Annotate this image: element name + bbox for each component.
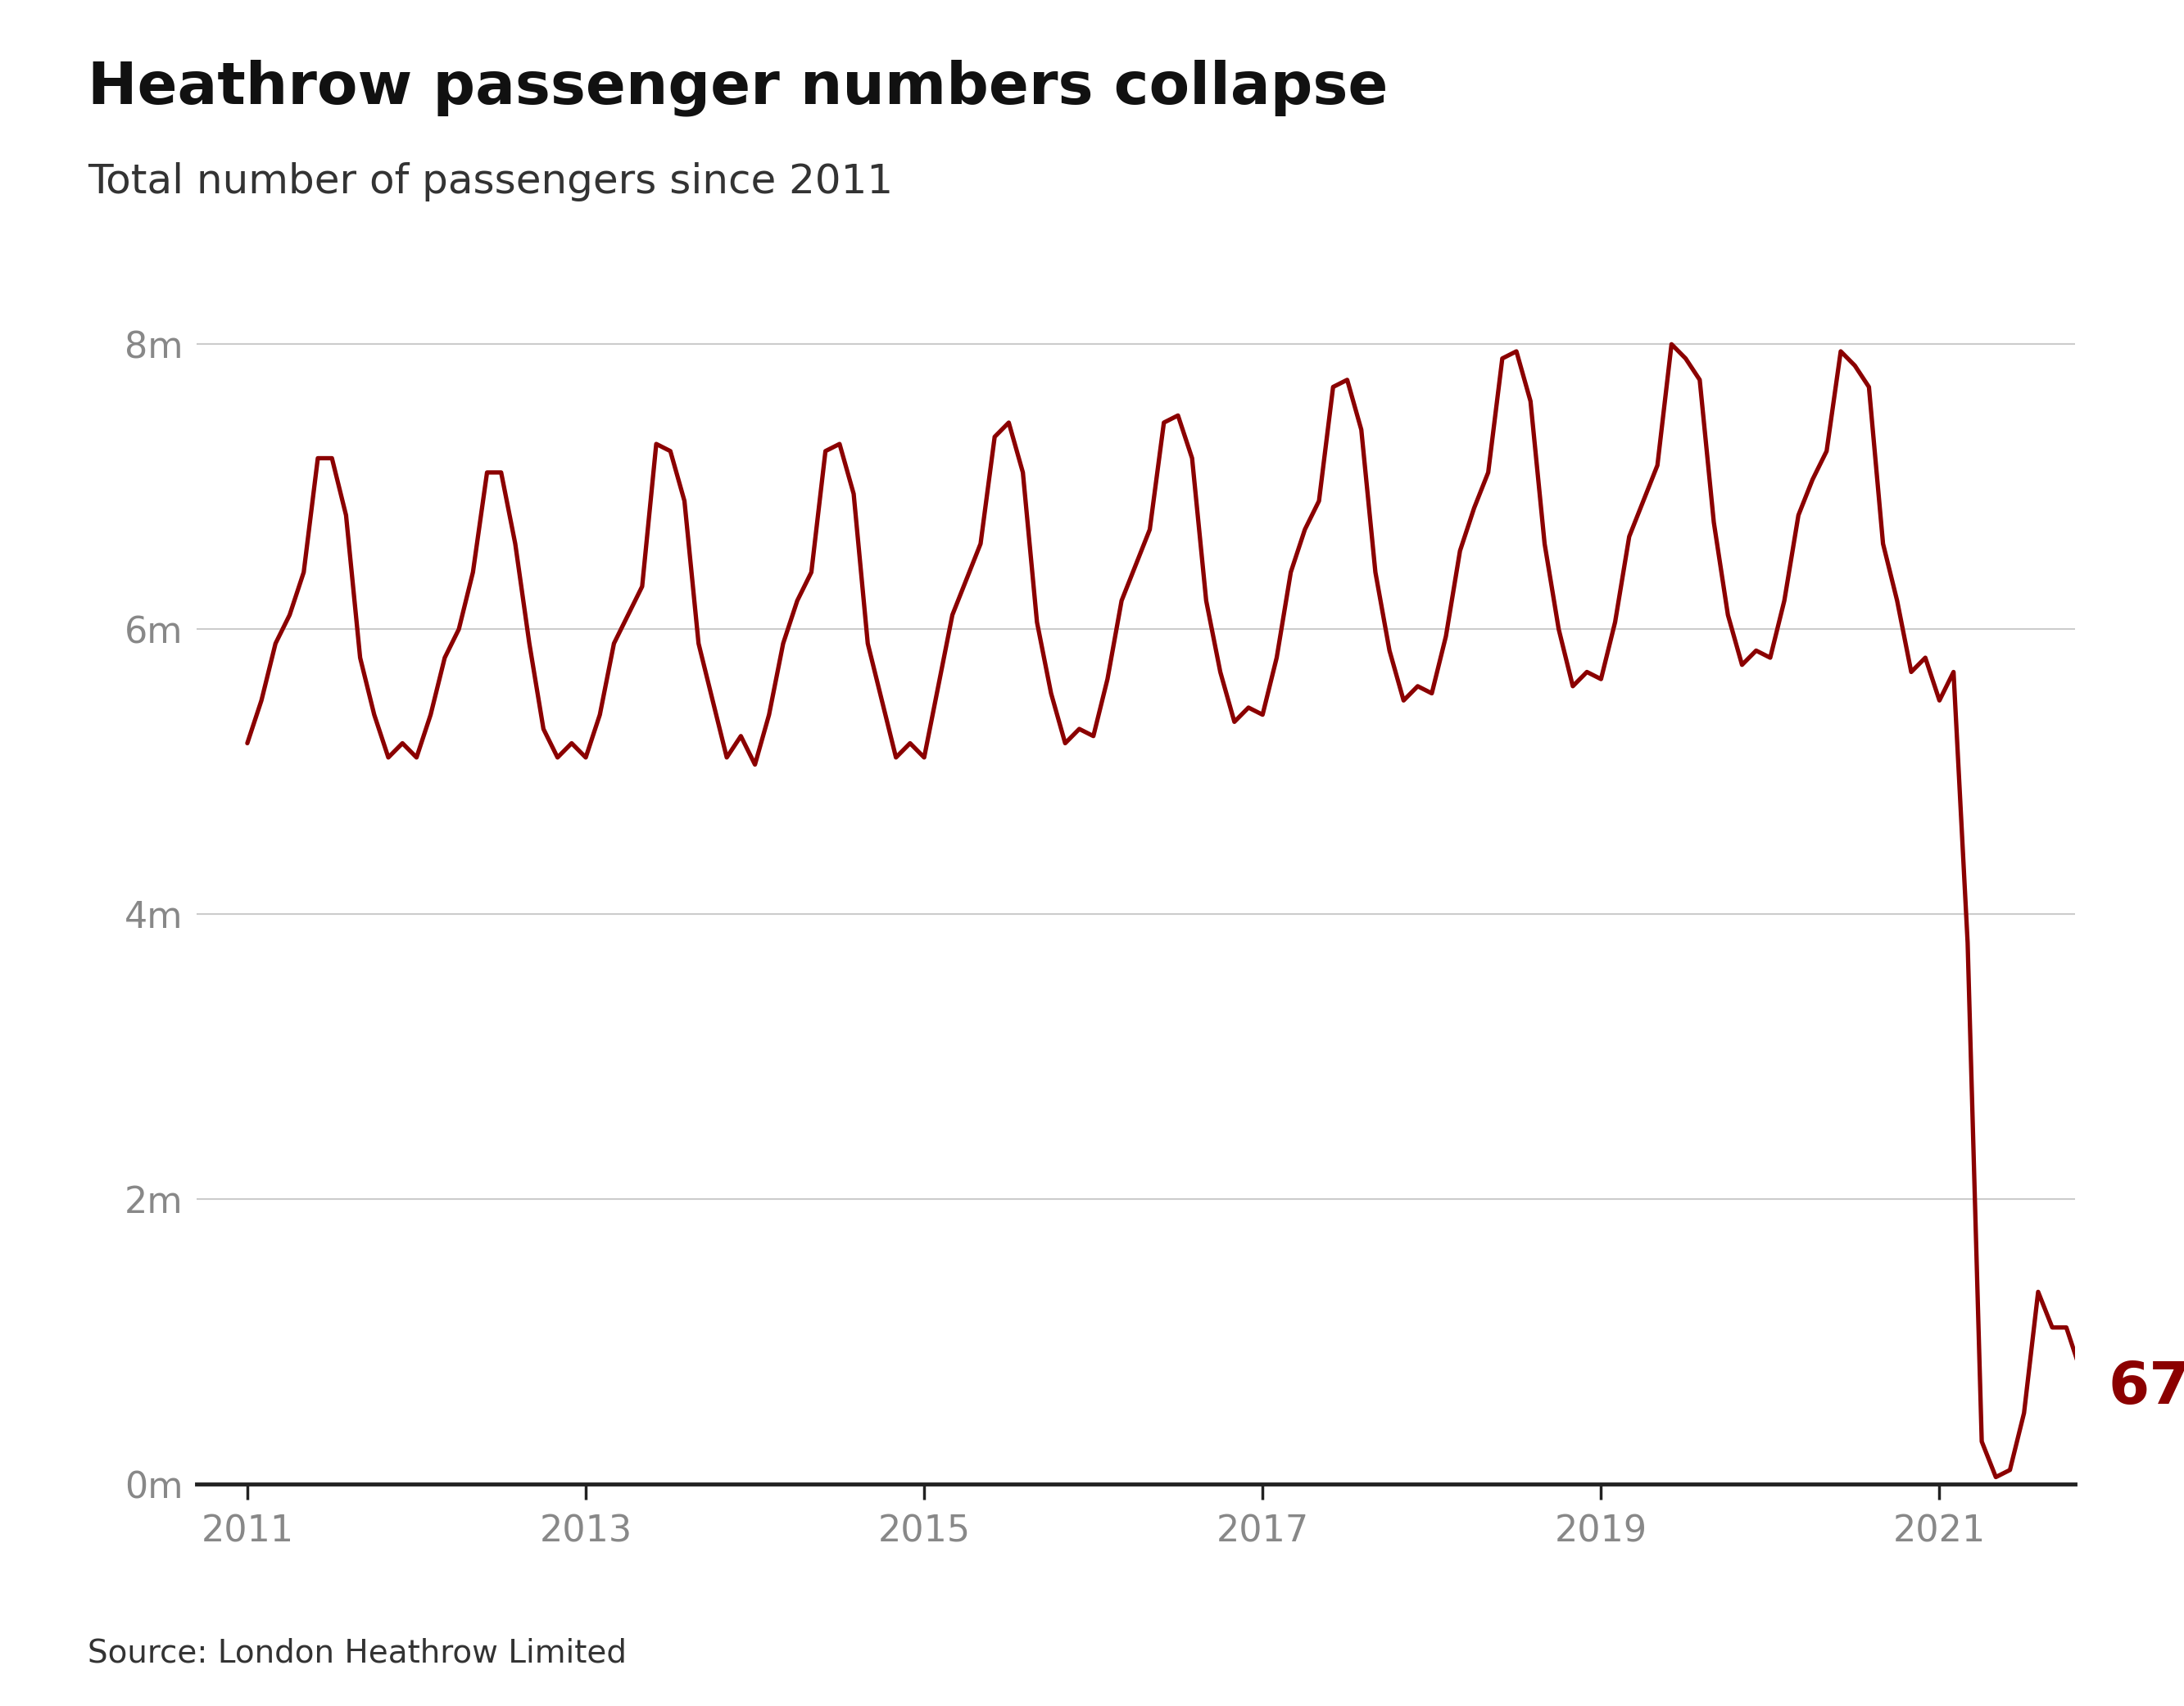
Text: C: C [2075, 1621, 2097, 1653]
Text: Total number of passengers since 2011: Total number of passengers since 2011 [87, 162, 893, 201]
Text: B: B [1898, 1621, 1924, 1653]
Text: Heathrow passenger numbers collapse: Heathrow passenger numbers collapse [87, 60, 1387, 116]
Text: Source: London Heathrow Limited: Source: London Heathrow Limited [87, 1638, 627, 1668]
Text: B: B [1985, 1621, 2011, 1653]
Text: 675k: 675k [2108, 1360, 2184, 1416]
